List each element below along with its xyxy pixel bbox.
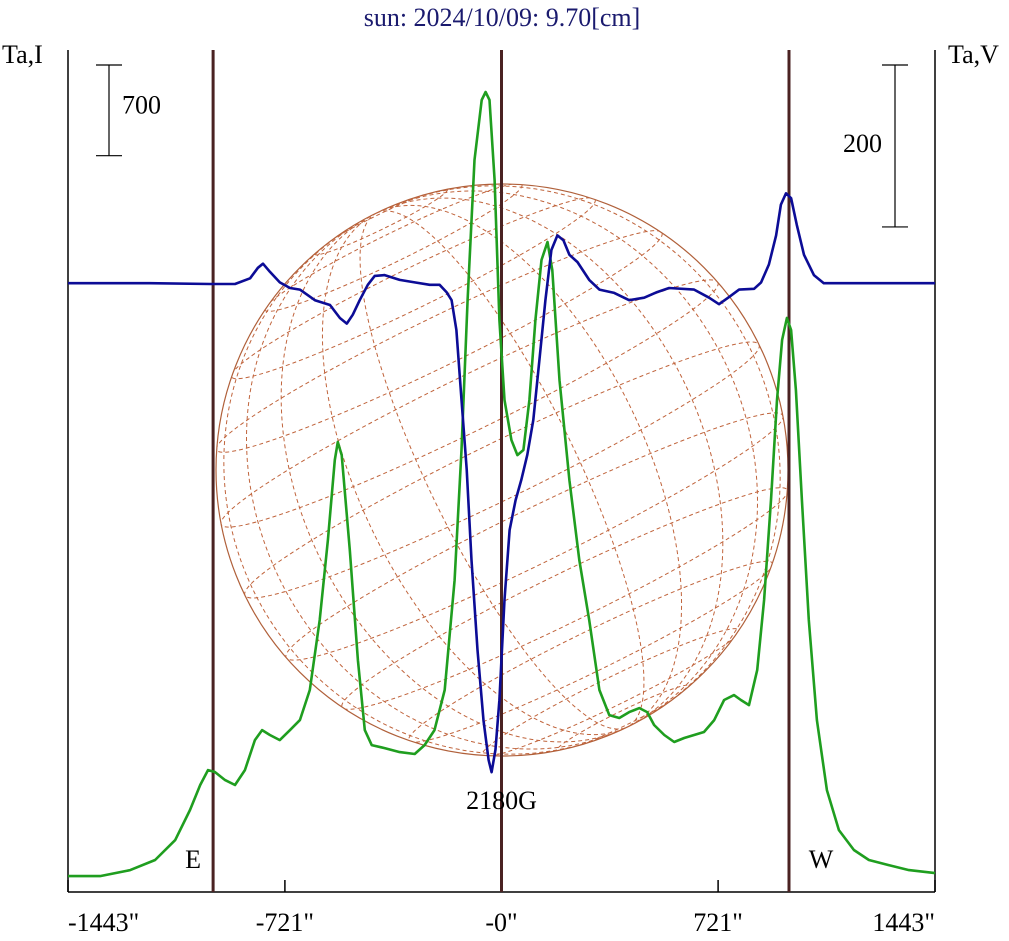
x-tick-label: -721": [256, 908, 314, 937]
meridian: [376, 197, 724, 728]
parallel: [313, 188, 449, 256]
marker-label: 2180G: [466, 786, 537, 815]
y-scale-bar-label: 700: [122, 90, 161, 119]
data-line: [68, 192, 935, 774]
x-tick-label: 721": [693, 908, 743, 937]
parallel: [341, 487, 789, 710]
parallel: [220, 279, 719, 528]
chart-title: sun: 2024/10/09: 9.70[cm]: [364, 3, 641, 32]
y2-scale-bar-label: 200: [843, 129, 882, 158]
parallel: [215, 230, 663, 453]
parallel: [230, 197, 596, 380]
marker-label: E: [185, 845, 201, 874]
parallel: [264, 182, 523, 312]
meridian: [376, 210, 645, 728]
parallel: [408, 560, 774, 743]
x-tick-label: -0": [485, 908, 517, 937]
solar-disk: [215, 182, 789, 758]
meridian: [376, 204, 683, 728]
marker-label: W: [809, 845, 834, 874]
meridian: [223, 212, 628, 755]
parallel: [555, 684, 691, 752]
meridian: [280, 212, 628, 743]
y2-axis-label: Ta,V: [948, 40, 999, 69]
meridian: [376, 190, 758, 728]
meridian: [321, 212, 628, 736]
parallel: [244, 341, 760, 599]
meridian: [359, 212, 628, 730]
data-line: [68, 90, 936, 878]
meridian: [246, 212, 628, 750]
x-tick-label: 1443": [872, 908, 935, 937]
parallel: [285, 412, 784, 661]
x-tick-label: -1443": [68, 908, 139, 937]
y-axis-label: Ta,I: [2, 40, 43, 69]
meridian: [376, 185, 781, 728]
